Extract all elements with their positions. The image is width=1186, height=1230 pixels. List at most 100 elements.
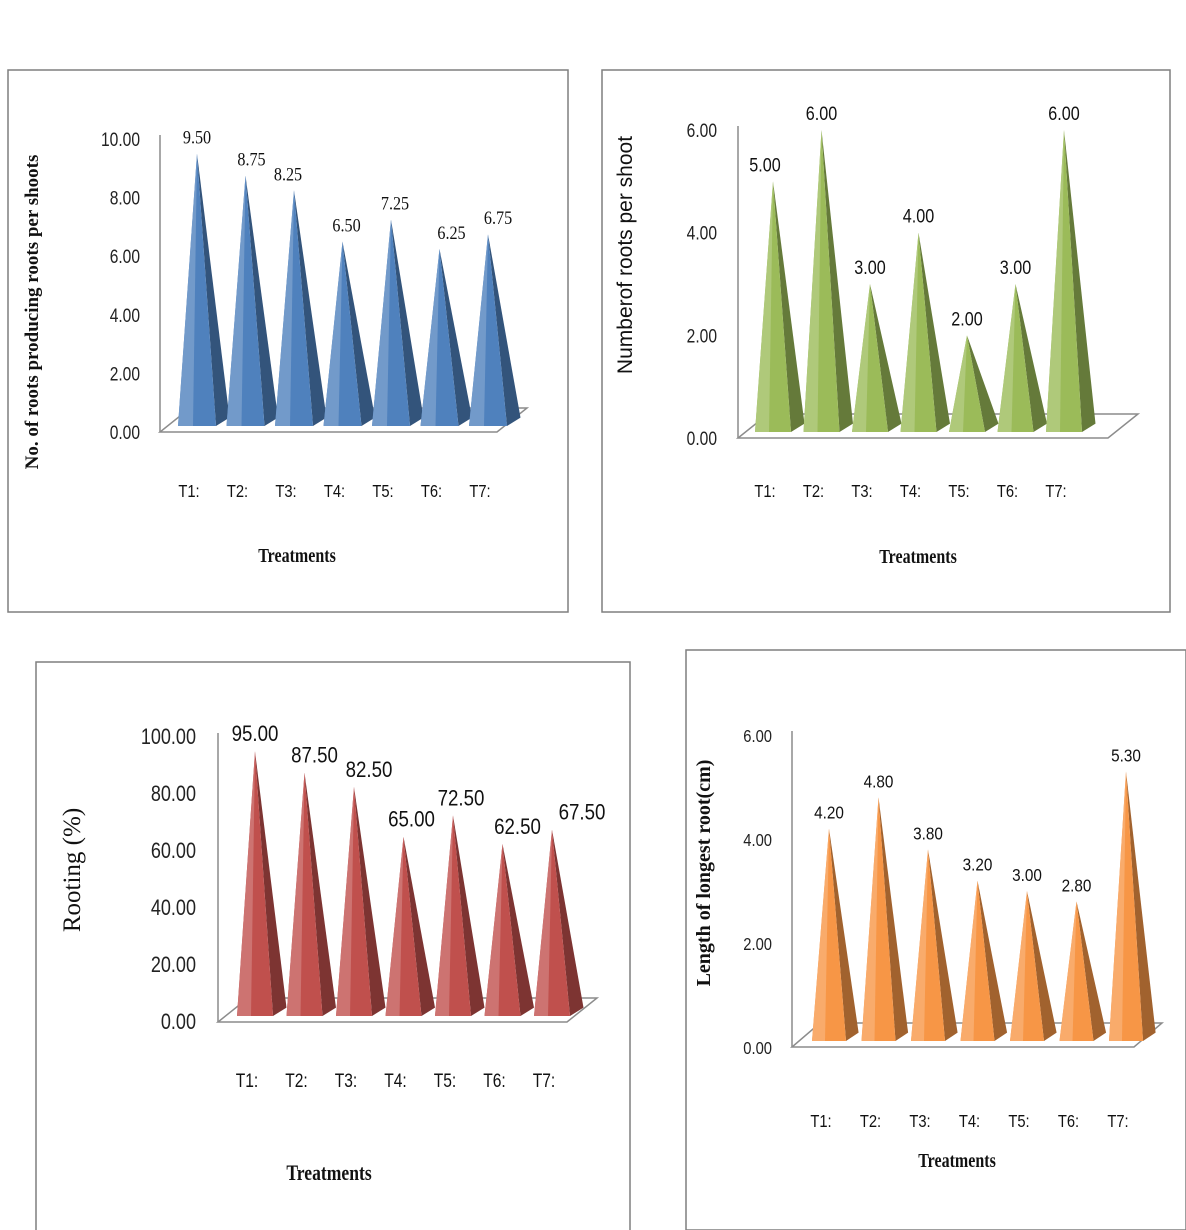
y-tick-label: 80.00	[151, 782, 196, 806]
bar	[812, 828, 859, 1041]
data-label: 5.00	[749, 154, 781, 176]
x-tick-label: T2:	[285, 1070, 308, 1092]
data-label: 67.50	[559, 801, 606, 825]
y-tick-label: 4.00	[687, 222, 717, 244]
y-tick-label: 2.00	[110, 363, 140, 385]
bar	[803, 130, 853, 432]
data-label: 62.50	[494, 816, 541, 840]
data-label: 4.00	[903, 205, 935, 227]
chart-frame	[601, 69, 1171, 613]
bar	[372, 219, 424, 426]
bar	[226, 175, 278, 426]
data-label: 4.20	[814, 802, 844, 822]
y-tick-label: 6.00	[687, 120, 717, 142]
x-tick-label: T7:	[1107, 1112, 1128, 1132]
y-tick-label: 8.00	[110, 187, 140, 209]
x-tick-label: T4:	[900, 482, 921, 502]
x-axis-label: Treatments	[918, 1149, 996, 1171]
y-tick-label: 4.00	[110, 304, 140, 326]
y-tick-label: 60.00	[151, 839, 196, 863]
bar	[900, 232, 950, 432]
data-label: 6.00	[806, 103, 838, 125]
chart-4: 0.00 2.00 4.00 6.00 4.20 T1: 4.80 T2: 3.80 T3: 3.2…	[685, 649, 1186, 1230]
x-tick-label: T7:	[533, 1070, 556, 1092]
chart-frame	[35, 661, 631, 1230]
bar	[960, 880, 1008, 1041]
y-axis-label: Numberof roots per shoot	[614, 136, 637, 374]
x-tick-label: T1:	[810, 1112, 831, 1132]
x-axis-label: Treatments	[286, 1161, 372, 1185]
x-tick-label: T5:	[1008, 1112, 1029, 1132]
x-tick-label: T5:	[434, 1070, 457, 1092]
x-tick-label: T2:	[227, 482, 248, 502]
y-tick-label: 100.00	[141, 725, 196, 749]
bar	[275, 190, 327, 426]
data-label: 6.50	[332, 214, 360, 236]
bar	[469, 234, 521, 426]
chart-3: 0.00 20.00 40.00 60.00 80.00 100.00 95.00 T1: 87…	[35, 661, 631, 1230]
y-tick-label: 0.00	[687, 428, 717, 450]
x-tick-label: T7:	[469, 482, 490, 502]
bar	[911, 849, 958, 1041]
x-tick-label: T2:	[860, 1112, 881, 1132]
bar	[534, 829, 584, 1016]
y-tick-label: 2.00	[687, 325, 717, 347]
y-tick-label: 0.00	[743, 1039, 772, 1059]
chart-frame	[7, 69, 569, 613]
data-label: 6.00	[1048, 103, 1080, 125]
y-tick-label: 40.00	[151, 896, 196, 920]
y-tick-label: 2.00	[743, 935, 772, 955]
bar	[755, 181, 805, 432]
data-label: 3.00	[1012, 865, 1042, 885]
bar	[1010, 891, 1057, 1041]
y-axis-label: No. of roots producing roots per shoots	[22, 155, 43, 470]
data-label: 6.25	[437, 222, 465, 244]
data-label: 5.30	[1111, 745, 1141, 765]
bar	[852, 284, 902, 432]
x-tick-label: T4:	[324, 482, 345, 502]
data-label: 6.75	[484, 207, 512, 229]
data-label: 8.75	[237, 148, 265, 170]
x-tick-label: T3:	[909, 1112, 930, 1132]
x-tick-label: T3:	[335, 1070, 358, 1092]
bar	[484, 843, 534, 1016]
bar	[237, 751, 287, 1016]
data-label: 8.25	[274, 163, 302, 185]
data-label: 3.00	[854, 257, 886, 279]
x-tick-label: T1:	[178, 482, 199, 502]
y-tick-label: 6.00	[743, 727, 772, 747]
chart-1: 0.00 2.00 4.00 6.00 8.00 10.00 9.50 T1: 8.75 T2: 8…	[7, 69, 569, 613]
x-tick-label: T4:	[384, 1070, 407, 1092]
bar	[997, 284, 1047, 432]
bar	[286, 772, 336, 1016]
x-tick-label: T1:	[754, 482, 775, 502]
x-tick-label: T6:	[421, 482, 442, 502]
chart-2: 0.00 2.00 4.00 6.00 5.00 T1: 6.00 T2: 3.00 T3: 4.0…	[601, 69, 1171, 613]
bar	[385, 836, 435, 1016]
data-label: 2.00	[951, 308, 983, 330]
bar	[1109, 771, 1156, 1041]
data-label: 2.80	[1062, 875, 1092, 895]
x-tick-label: T4:	[959, 1112, 980, 1132]
y-axis-label: Rooting (%)	[59, 808, 86, 932]
y-tick-label: 6.00	[110, 246, 140, 268]
y-tick-label: 20.00	[151, 953, 196, 977]
chart-frame	[685, 649, 1186, 1230]
x-tick-label: T7:	[1045, 482, 1066, 502]
bar	[178, 153, 230, 426]
data-label: 82.50	[346, 759, 393, 783]
floor-plane	[789, 1022, 1165, 1048]
y-tick-label: 10.00	[101, 129, 140, 151]
data-label: 3.80	[913, 823, 943, 843]
data-label: 87.50	[291, 744, 338, 768]
x-tick-label: T6:	[997, 482, 1018, 502]
data-label: 3.00	[1000, 257, 1032, 279]
data-label: 4.80	[864, 771, 894, 791]
bar	[323, 241, 375, 426]
data-label: 65.00	[388, 808, 435, 832]
x-axis-label: Treatments	[879, 545, 957, 567]
x-tick-label: T5:	[372, 482, 393, 502]
x-axis-label: Treatments	[258, 544, 336, 566]
bar	[861, 797, 909, 1041]
